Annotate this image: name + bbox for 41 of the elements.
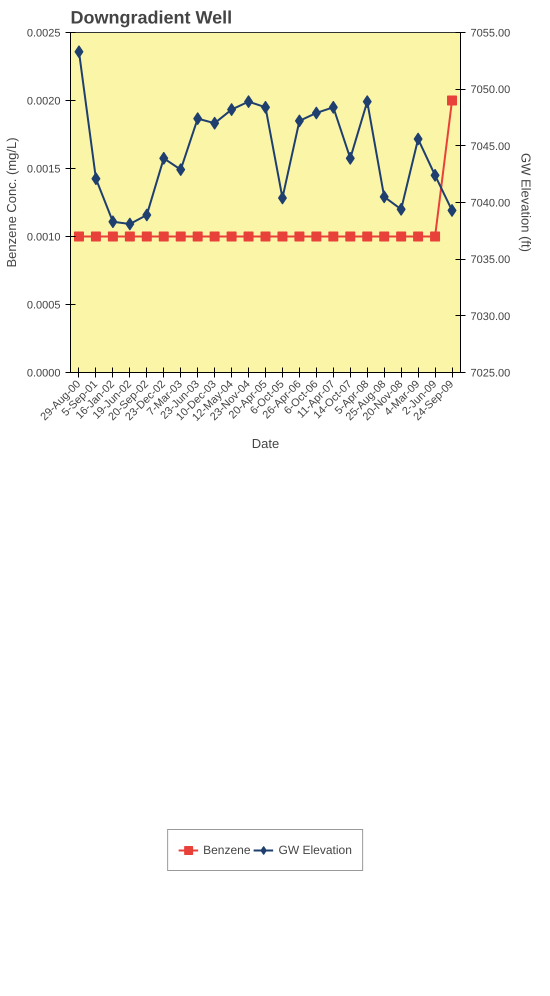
point	[159, 152, 168, 165]
y-tick-label: 0.0000	[26, 368, 61, 380]
point	[312, 106, 321, 120]
y2-tick-label: 7045.00	[470, 140, 510, 153]
point	[244, 95, 254, 108]
point	[278, 191, 287, 204]
point	[430, 168, 440, 182]
point	[396, 202, 406, 216]
point	[193, 112, 202, 126]
legend-label: Benzene	[203, 843, 251, 857]
chart-title: Downgradient Well	[70, 8, 232, 28]
y-tick-label: 0.0020	[26, 96, 61, 108]
y2-tick-label: 7040.00	[470, 198, 510, 210]
y-tick-label: 0.0025	[26, 28, 61, 40]
point	[328, 100, 338, 114]
point	[362, 95, 372, 108]
x-axis-title: Date	[252, 436, 280, 452]
y2-tick-label: 7055.00	[470, 28, 510, 40]
y-tick-label: 0.0010	[26, 232, 61, 244]
point	[210, 116, 220, 130]
point	[380, 190, 389, 204]
point	[91, 172, 100, 186]
point	[142, 208, 152, 222]
y2-tick-label: 7050.00	[470, 84, 510, 96]
point	[176, 163, 186, 176]
y2-tick-label: 7035.00	[470, 254, 510, 266]
y2-tick-label: 7025.00	[470, 368, 510, 380]
y2-tick-label: 7030.00	[470, 310, 510, 323]
point	[108, 215, 118, 228]
point	[346, 152, 355, 165]
legend-label: GW Elevation	[278, 843, 352, 857]
y-axis-title: Benzene Conc. (mg/L)	[4, 137, 19, 268]
point	[414, 132, 423, 146]
point	[227, 103, 236, 116]
point	[125, 218, 134, 231]
point	[448, 204, 457, 217]
y2-axis-title: GW Elevation (ft)	[518, 153, 534, 252]
y-tick-label: 0.0005	[26, 300, 61, 312]
y-tick-label: 0.0015	[26, 164, 61, 176]
point	[294, 114, 304, 128]
point	[74, 45, 84, 58]
